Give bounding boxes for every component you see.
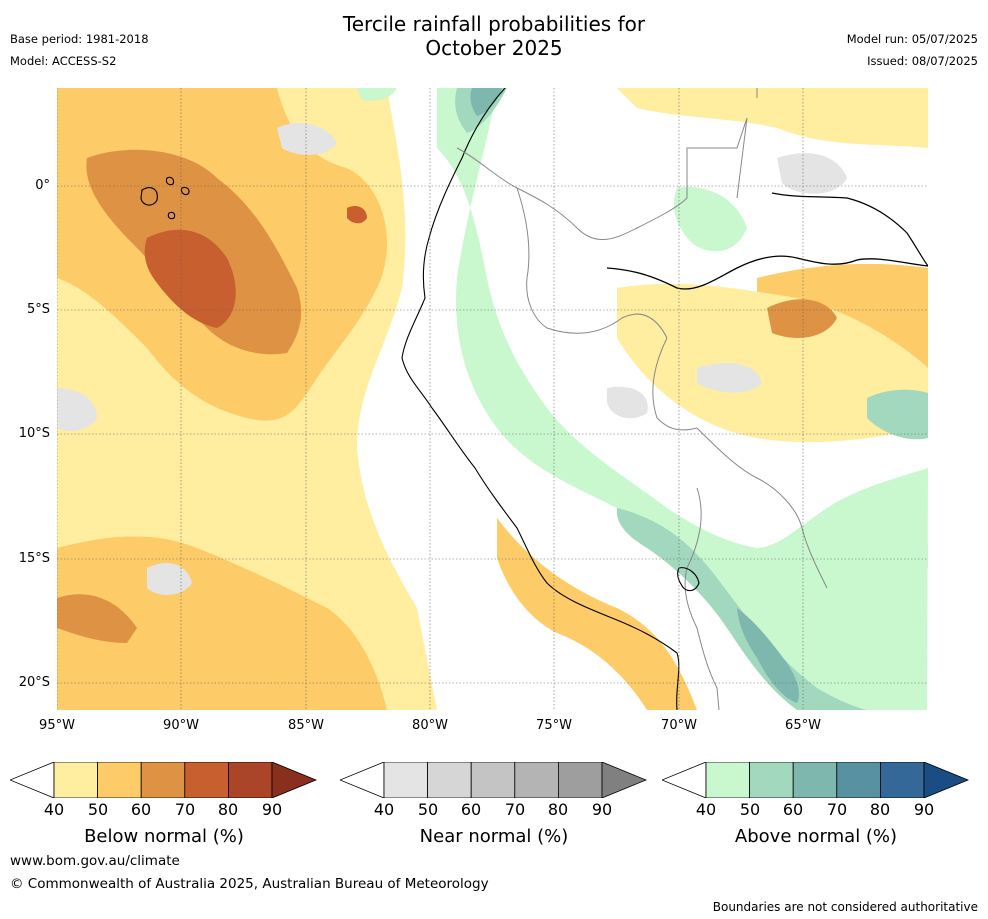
lat-label-10s: 10°S	[18, 426, 50, 441]
colorbar-below-segment-1	[97, 762, 142, 798]
above-60-region	[737, 608, 799, 703]
cbar-near-tick-80: 80	[547, 800, 569, 819]
map-canvas	[57, 88, 928, 710]
title-line-1: Tercile rainfall probabilities for	[342, 12, 646, 36]
cbar-above-tick-70: 70	[826, 800, 848, 819]
below-70-region-small	[347, 206, 367, 224]
colorbar-near-segment-3	[514, 762, 559, 798]
galapagos-islands	[140, 176, 190, 220]
probability-map	[57, 88, 928, 710]
colorbar-below-segment-3	[184, 762, 229, 798]
colorbar-near-segment-2	[470, 762, 516, 798]
lon-label-65w: 65°W	[785, 718, 821, 733]
title-line-2: October 2025	[425, 36, 563, 60]
near-40-patch-2	[57, 388, 97, 431]
meta-left: Base period: 1981-2018 Model: ACCESS-S2	[10, 32, 149, 76]
near-40-patch-3	[147, 563, 192, 595]
below-50-region-peru-coast	[497, 518, 697, 710]
below-50-region-southwest	[57, 536, 387, 710]
colorbar-near-segment-0	[383, 762, 428, 798]
lake-titicaca	[677, 567, 700, 592]
meta-right: Model run: 05/07/2025 Issued: 08/07/2025	[847, 32, 978, 76]
colorbar-below-segment-4	[227, 762, 273, 798]
cbar-near-tick-50: 50	[417, 800, 439, 819]
below-40-region-east	[617, 283, 928, 443]
country-borders	[456, 88, 828, 710]
lon-label-70w: 70°W	[661, 718, 697, 733]
cbar-near-tick-40: 40	[373, 800, 395, 819]
copyright-text: © Commonwealth of Australia 2025, Austra…	[10, 876, 489, 892]
lon-label-95w: 95°W	[39, 718, 75, 733]
lon-label-75w: 75°W	[536, 718, 572, 733]
model-name: Model: ACCESS-S2	[10, 54, 117, 68]
above-60-region-north	[470, 88, 502, 116]
cbar-near-tick-90: 90	[591, 800, 613, 819]
colorbar-below	[10, 762, 318, 798]
model-run: Model run: 05/07/2025	[846, 32, 978, 46]
above-40-region-amazon	[673, 187, 747, 252]
colorbar-above	[662, 762, 970, 798]
amazon-river	[606, 255, 928, 290]
cbar-near-tick-70: 70	[504, 800, 526, 819]
cbar-below-tick-80: 80	[217, 800, 239, 819]
cbar-below-tick-50: 50	[87, 800, 109, 819]
colorbar-below-low-extension	[10, 762, 55, 798]
colorbar-above-segment-2	[792, 762, 838, 798]
cbar-above-tick-40: 40	[695, 800, 717, 819]
lat-label-15s: 15°S	[18, 551, 50, 566]
cbar-below-tick-70: 70	[174, 800, 196, 819]
amazon-tributary	[771, 192, 928, 267]
below-70-region	[144, 229, 236, 328]
colorbar-below-segment-0	[53, 762, 98, 798]
lat-label-5s: 5°S	[26, 302, 50, 317]
colorbar-above-high-extension	[923, 762, 970, 798]
colorbar-below-high-extension	[271, 762, 318, 798]
lat-label-0: 0°	[35, 178, 50, 193]
colorbar-near	[340, 762, 648, 798]
colorbar-above-low-extension	[662, 762, 707, 798]
colorbar-near-low-extension	[340, 762, 385, 798]
below-60-region-east	[767, 299, 837, 338]
colorbar-above-label: Above normal (%)	[734, 826, 898, 847]
website-link[interactable]: www.bom.gov.au/climate	[10, 853, 180, 869]
graticule	[57, 88, 928, 710]
lon-label-90w: 90°W	[163, 718, 199, 733]
cbar-near-tick-60: 60	[460, 800, 482, 819]
near-40-patch-6	[697, 363, 762, 393]
colorbar-below-label: Below normal (%)	[84, 826, 244, 847]
base-period: Base period: 1981-2018	[10, 32, 149, 46]
above-40-region-north	[357, 88, 397, 101]
cbar-above-tick-50: 50	[739, 800, 761, 819]
near-40-patch-1	[277, 123, 337, 155]
cbar-above-tick-80: 80	[869, 800, 891, 819]
disclaimer-text: Boundaries are not considered authoritat…	[712, 900, 978, 914]
issued-date: Issued: 08/07/2025	[867, 54, 978, 68]
colorbar-near-label: Near normal (%)	[419, 826, 569, 847]
colorbar-above-segment-3	[836, 762, 881, 798]
cbar-below-tick-60: 60	[130, 800, 152, 819]
cbar-above-tick-60: 60	[782, 800, 804, 819]
lon-label-80w: 80°W	[412, 718, 448, 733]
above-50-region-east	[867, 389, 928, 440]
lat-label-20s: 20°S	[18, 675, 50, 690]
colorbar-above-segment-4	[879, 762, 925, 798]
below-60-region-sw	[57, 594, 137, 643]
colorbar-near-high-extension	[601, 762, 648, 798]
above-40-region-coast	[437, 88, 928, 710]
colorbar-above-segment-0	[705, 762, 750, 798]
above-50-region	[616, 508, 867, 710]
near-40-patch-7	[607, 386, 648, 419]
coastline	[401, 88, 680, 710]
cbar-below-tick-90: 90	[261, 800, 283, 819]
map-title: Tercile rainfall probabilities for Octob…	[0, 12, 988, 60]
colorbar-above-segment-1	[749, 762, 794, 798]
below-40-region-north-east	[617, 88, 928, 148]
cbar-below-tick-40: 40	[43, 800, 65, 819]
cbar-above-tick-90: 90	[913, 800, 935, 819]
colorbar-near-segment-4	[557, 762, 603, 798]
lon-label-85w: 85°W	[288, 718, 324, 733]
colorbar-below-segment-2	[140, 762, 186, 798]
near-40-patch-4	[777, 153, 847, 194]
colorbar-near-segment-1	[427, 762, 472, 798]
